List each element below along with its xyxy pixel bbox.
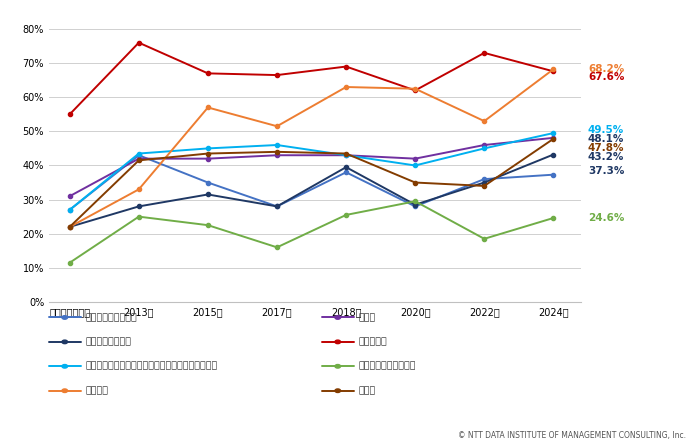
教育・医療・研究機関 — [204, 222, 212, 228]
Line: その他: その他 — [68, 137, 555, 229]
Line: 公共機関: 公共機関 — [68, 67, 555, 229]
Text: 建設・土木・不動産: 建設・土木・不動産 — [85, 313, 137, 322]
その他 — [411, 180, 419, 185]
通信・メディア・情報サービス・その他サービス業 — [480, 146, 489, 151]
金融・保険 — [66, 111, 74, 117]
建設・土木・不動産 — [134, 153, 143, 158]
通信・メディア・情報サービス・その他サービス業 — [550, 131, 558, 136]
教育・医療・研究機関 — [273, 245, 281, 250]
金融・保険 — [204, 71, 212, 76]
公共機関 — [411, 86, 419, 91]
その他 — [134, 158, 143, 163]
その他 — [273, 149, 281, 155]
商業・流通・飲食 — [550, 152, 558, 157]
Text: 47.8%: 47.8% — [588, 143, 624, 153]
製造業 — [411, 156, 419, 161]
公共機関 — [66, 224, 74, 230]
通信・メディア・情報サービス・その他サービス業 — [273, 143, 281, 148]
商業・流通・飲食 — [411, 202, 419, 207]
商業・流通・飲食 — [134, 204, 143, 209]
金融・保険 — [550, 69, 558, 74]
製造業 — [342, 153, 350, 158]
教育・医療・研究機関 — [411, 198, 419, 204]
Text: 48.1%: 48.1% — [588, 134, 624, 144]
建設・土木・不動産 — [204, 180, 212, 185]
製造業 — [480, 143, 489, 148]
その他 — [204, 151, 212, 156]
Text: その他: その他 — [358, 386, 376, 395]
Text: 教育・医療・研究機関: 教育・医療・研究機関 — [358, 362, 416, 371]
Text: 商業・流通・飲食: 商業・流通・飲食 — [85, 337, 132, 346]
公共機関 — [550, 67, 558, 72]
商業・流通・飲食 — [204, 192, 212, 197]
Line: 金融・保険: 金融・保険 — [68, 40, 555, 116]
その他 — [550, 136, 558, 142]
教育・医療・研究機関 — [66, 260, 74, 266]
通信・メディア・情報サービス・その他サービス業 — [204, 146, 212, 151]
Text: 公共機関: 公共機関 — [85, 386, 108, 395]
建設・土木・不動産 — [342, 170, 350, 175]
Line: 製造業: 製造業 — [68, 136, 555, 198]
公共機関 — [480, 119, 489, 124]
通信・メディア・情報サービス・その他サービス業 — [134, 151, 143, 156]
金融・保険 — [134, 40, 143, 45]
製造業 — [204, 156, 212, 161]
Text: 37.3%: 37.3% — [588, 166, 624, 175]
その他 — [480, 183, 489, 189]
教育・医療・研究機関 — [480, 236, 489, 242]
建設・土木・不動産 — [66, 207, 74, 213]
商業・流通・飲食 — [66, 224, 74, 230]
建設・土木・不動産 — [411, 204, 419, 209]
Text: 金融・保険: 金融・保険 — [358, 337, 387, 346]
金融・保険 — [342, 64, 350, 69]
公共機関 — [134, 186, 143, 192]
商業・流通・飲食 — [273, 204, 281, 209]
Text: 43.2%: 43.2% — [588, 152, 624, 163]
製造業 — [273, 153, 281, 158]
製造業 — [134, 156, 143, 161]
建設・土木・不動産 — [480, 176, 489, 182]
製造業 — [550, 135, 558, 140]
商業・流通・飲食 — [342, 165, 350, 170]
建設・土木・不動産 — [550, 172, 558, 177]
Line: 建設・土木・不動産: 建設・土木・不動産 — [68, 153, 555, 212]
Text: 製造業: 製造業 — [358, 313, 376, 322]
製造業 — [66, 194, 74, 199]
通信・メディア・情報サービス・その他サービス業 — [342, 153, 350, 158]
Text: 通信・メディア・情報サービス・その他サービス業: 通信・メディア・情報サービス・その他サービス業 — [85, 362, 218, 371]
金融・保険 — [273, 72, 281, 78]
教育・医療・研究機関 — [134, 214, 143, 219]
その他 — [66, 224, 74, 230]
建設・土木・不動産 — [273, 204, 281, 209]
Text: 67.6%: 67.6% — [588, 72, 624, 83]
通信・メディア・情報サービス・その他サービス業 — [66, 207, 74, 213]
その他 — [342, 151, 350, 156]
商業・流通・飲食 — [480, 180, 489, 185]
金融・保険 — [480, 50, 489, 56]
公共機関 — [204, 105, 212, 110]
教育・医療・研究機関 — [550, 215, 558, 221]
Line: 教育・医療・研究機関: 教育・医療・研究機関 — [68, 199, 555, 265]
Text: 24.6%: 24.6% — [588, 213, 624, 223]
公共機関 — [342, 84, 350, 90]
通信・メディア・情報サービス・その他サービス業 — [411, 163, 419, 168]
Line: 通信・メディア・情報サービス・その他サービス業: 通信・メディア・情報サービス・その他サービス業 — [68, 131, 555, 212]
教育・医療・研究機関 — [342, 212, 350, 218]
Line: 商業・流通・飲食: 商業・流通・飲食 — [68, 152, 555, 229]
Text: 49.5%: 49.5% — [588, 125, 624, 135]
Text: © NTT DATA INSTITUTE OF MANAGEMENT CONSULTING, Inc.: © NTT DATA INSTITUTE OF MANAGEMENT CONSU… — [458, 431, 686, 440]
Text: 68.2%: 68.2% — [588, 64, 624, 74]
公共機関 — [273, 123, 281, 129]
金融・保険 — [411, 88, 419, 93]
